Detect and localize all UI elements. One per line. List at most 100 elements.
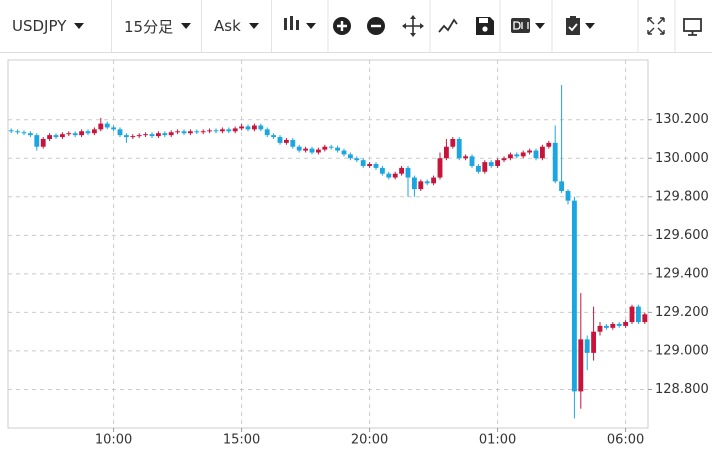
candle-body — [245, 126, 251, 130]
candle-body — [411, 177, 417, 190]
candle-body — [194, 131, 200, 133]
candle-body — [463, 156, 469, 159]
candle-body — [501, 158, 507, 161]
x-tick-label: 15:00 — [223, 433, 260, 448]
y-tick-label: 129.800 — [655, 189, 709, 204]
candle-body — [546, 142, 552, 147]
candle-body — [335, 147, 341, 151]
candle-body — [386, 173, 392, 178]
candle-body — [290, 139, 296, 147]
zoom-in-button[interactable] — [333, 17, 351, 35]
x-tick-label: 10:00 — [95, 433, 132, 448]
candle-body — [251, 125, 257, 130]
candle-body — [379, 167, 385, 174]
candle-body — [226, 129, 232, 132]
screen-button[interactable] — [683, 18, 702, 36]
candle-body — [559, 181, 565, 192]
candle-body — [399, 167, 405, 174]
candle-body — [59, 134, 65, 138]
zoom-out-button[interactable] — [367, 17, 385, 35]
candle-body — [354, 158, 360, 161]
interval-select[interactable]: 15分足 — [112, 0, 202, 52]
candle-body — [175, 131, 181, 133]
candle-body — [149, 134, 155, 137]
y-tick-label: 130.200 — [655, 112, 709, 127]
candle-body — [162, 133, 168, 136]
y-tick-label: 129.400 — [655, 266, 709, 281]
candle-body — [271, 135, 277, 138]
candle-body — [27, 133, 33, 136]
price-type: Ask — [214, 17, 241, 35]
candle-body — [79, 131, 85, 136]
candle-body — [303, 148, 309, 151]
candle-body — [405, 167, 411, 178]
symbol-select[interactable]: USDJPY — [0, 0, 112, 52]
draw-button[interactable] — [438, 18, 458, 33]
y-tick-label: 129.200 — [655, 305, 709, 320]
x-tick-label: 01:00 — [479, 433, 516, 448]
checklist-button[interactable] — [566, 16, 595, 35]
candle-body — [34, 135, 40, 147]
x-tick-label: 06:00 — [607, 433, 644, 448]
candle-body — [424, 181, 430, 184]
candle-body — [443, 146, 449, 159]
y-tick-label: 128.800 — [655, 382, 709, 397]
candle-body — [53, 135, 59, 138]
candle-body — [66, 133, 72, 135]
candle-body — [155, 133, 161, 137]
candle-body — [591, 331, 597, 353]
candle-body — [98, 123, 104, 130]
candle-body — [207, 130, 213, 132]
chart-type-button[interactable] — [284, 16, 316, 30]
candle-body — [104, 123, 110, 128]
candle-body — [514, 154, 520, 157]
candle-body — [616, 323, 622, 326]
candle-body — [72, 133, 78, 136]
candle-body — [431, 177, 437, 184]
pan-button[interactable] — [402, 15, 424, 37]
candle-body — [91, 129, 97, 134]
candle-body — [450, 138, 456, 147]
candle-body — [475, 165, 481, 172]
candle-body — [469, 156, 475, 166]
candle-body — [552, 142, 558, 182]
candle-body — [168, 132, 174, 136]
chart: 128.800 129.000 129.200 129.400 129.600 129.8… — [7, 59, 709, 448]
candle-body — [8, 130, 14, 132]
candle-body — [597, 325, 603, 332]
candle-body — [130, 136, 136, 138]
candle-body — [347, 154, 353, 159]
candle-body — [341, 150, 347, 155]
delete-button[interactable] — [511, 18, 545, 33]
candle-body — [635, 306, 641, 323]
candle-body — [642, 314, 648, 323]
candle-body — [539, 146, 545, 159]
fullscreen-button[interactable] — [647, 17, 665, 35]
save-button[interactable] — [476, 17, 494, 35]
candle-body — [520, 152, 526, 157]
candle-body — [418, 181, 424, 190]
y-tick-label: 129.600 — [655, 228, 709, 243]
candle-body — [283, 139, 289, 143]
symbol: USDJPY — [12, 17, 67, 35]
candle-body — [40, 138, 46, 147]
candle-body — [232, 128, 238, 132]
candle-body — [264, 129, 270, 136]
candle-body — [328, 146, 334, 148]
candle-body — [213, 130, 219, 132]
candle-body — [488, 162, 494, 166]
candle-body — [21, 132, 27, 134]
candle-body — [527, 150, 533, 153]
candle-body — [239, 126, 245, 129]
price-type-select[interactable]: Ask — [202, 0, 272, 52]
candle-body — [571, 200, 577, 392]
candle-body — [322, 146, 328, 150]
candle-body — [296, 146, 302, 151]
candle-body — [85, 131, 91, 134]
candle-body — [136, 135, 142, 137]
candle-body — [277, 137, 283, 143]
candle-body — [629, 306, 635, 323]
toolbar-icons — [284, 0, 702, 52]
candle-body — [187, 131, 193, 134]
